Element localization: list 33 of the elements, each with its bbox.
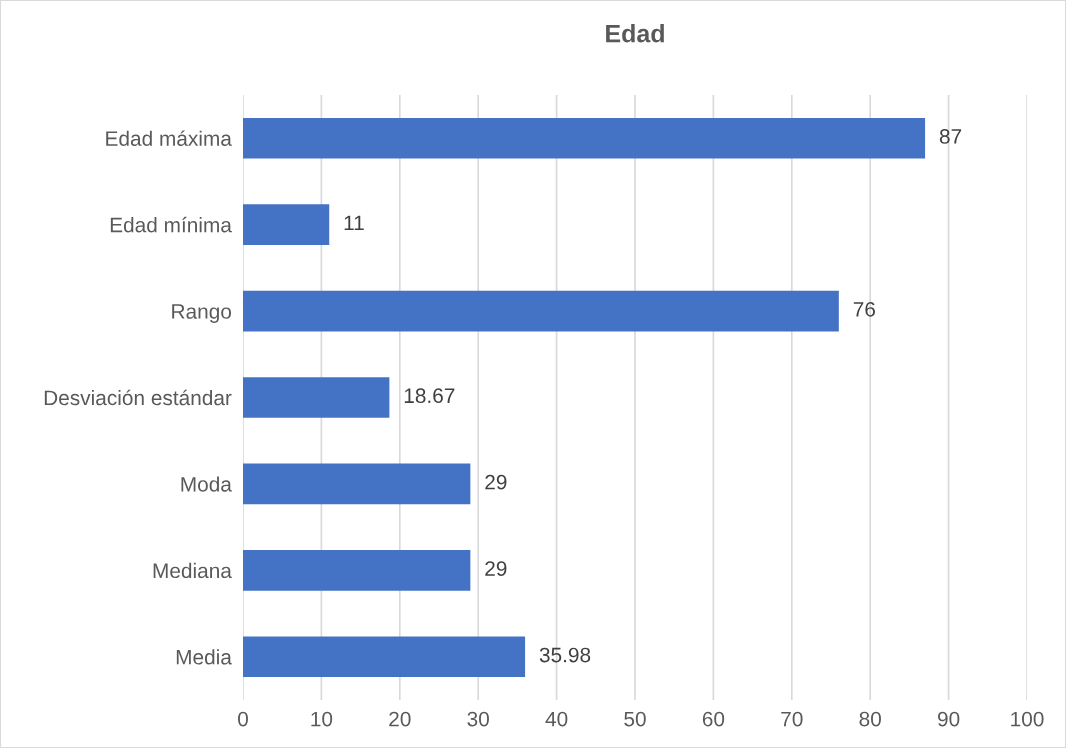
chart-title: Edad: [606, 24, 664, 43]
bar: [243, 117, 926, 159]
bar: [243, 550, 471, 591]
x-tick-label: 30: [467, 711, 489, 727]
data-label: 29: [485, 561, 507, 576]
data-label: 29: [485, 474, 507, 490]
y-tick-label: Media: [176, 649, 232, 665]
x-tick-label: 80: [859, 711, 881, 727]
y-tick-label: Rango: [172, 304, 232, 323]
x-tick-label: 20: [389, 711, 411, 727]
bar: [243, 377, 390, 418]
x-tick-label: 40: [545, 711, 568, 727]
x-tick-label: 10: [311, 711, 333, 727]
bar: [243, 204, 330, 245]
x-tick-label: 90: [937, 711, 960, 727]
x-tick-label: 100: [1011, 711, 1044, 727]
y-tick-label: Moda: [181, 476, 232, 492]
x-tick-label: 60: [702, 711, 725, 727]
bar: [243, 463, 471, 505]
data-label: 35.98: [539, 647, 591, 663]
y-tick-label: Desviación estándar: [44, 389, 232, 406]
bar: [243, 290, 839, 332]
bar: [243, 636, 526, 678]
data-label: 76: [853, 301, 875, 317]
y-tick-label: Edad máxima: [106, 130, 232, 146]
data-label: 87: [939, 129, 962, 144]
x-tick-label: 0: [238, 711, 248, 727]
y-tick-label: Edad mínima: [110, 216, 232, 233]
x-tick-label: 70: [781, 711, 803, 727]
data-label: 18.67: [404, 388, 455, 404]
data-label: 11: [344, 215, 364, 231]
x-tick-label: 50: [624, 711, 646, 727]
y-tick-label: Mediana: [153, 562, 232, 579]
